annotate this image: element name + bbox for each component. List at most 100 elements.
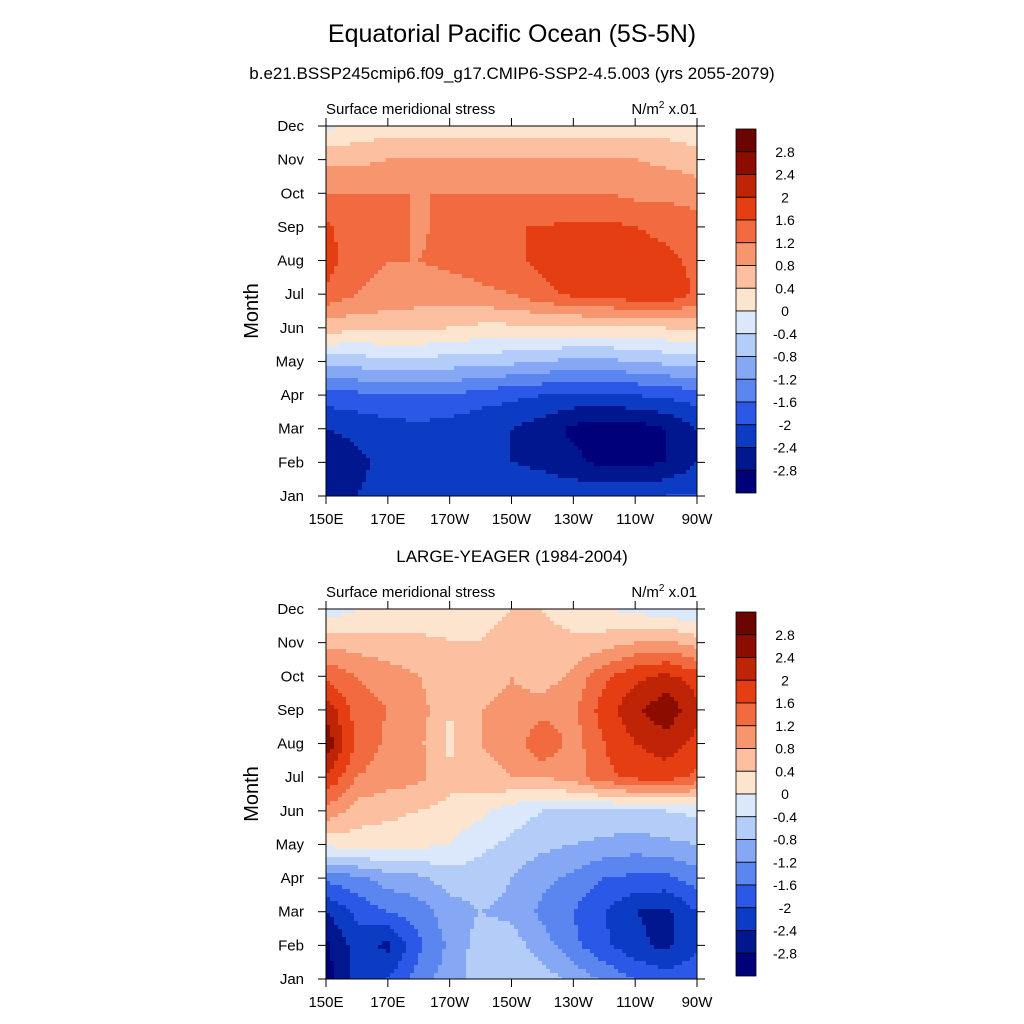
- contour-cell: [526, 178, 531, 183]
- contour-cell: [662, 326, 667, 331]
- contour-cell: [462, 190, 467, 195]
- contour-cell: [594, 250, 599, 255]
- contour-cell: [570, 134, 575, 139]
- contour-cell: [646, 314, 651, 319]
- contour-cell: [554, 158, 559, 163]
- contour-cell: [490, 158, 495, 163]
- contour-cell: [510, 222, 515, 227]
- contour-cell: [518, 330, 523, 335]
- contour-cell: [442, 186, 447, 191]
- contour-cell: [682, 250, 687, 255]
- contour-cell: [562, 174, 567, 179]
- contour-cell: [486, 190, 491, 195]
- contour-cell: [426, 186, 431, 191]
- contour-cell: [602, 222, 607, 227]
- contour-cell: [634, 202, 639, 207]
- contour-cell: [458, 326, 463, 331]
- contour-cell: [490, 166, 495, 171]
- contour-cell: [526, 314, 531, 319]
- contour-cell: [654, 270, 659, 275]
- contour-cell: [430, 162, 435, 167]
- contour-cell: [570, 186, 575, 191]
- contour-cell: [518, 338, 523, 343]
- contour-cell: [450, 270, 455, 275]
- contour-cell: [338, 322, 343, 327]
- contour-cell: [534, 178, 539, 183]
- contour-cell: [454, 306, 459, 311]
- contour-cell: [450, 330, 455, 335]
- contour-cell: [626, 178, 631, 183]
- contour-cell: [378, 222, 383, 227]
- contour-cell: [498, 130, 503, 135]
- contour-cell: [558, 278, 563, 283]
- contour-cell: [334, 290, 339, 295]
- contour-cell: [566, 214, 571, 219]
- contour-cell: [534, 166, 539, 171]
- contour-cell: [526, 226, 531, 231]
- contour-cell: [422, 246, 427, 251]
- contour-cell: [554, 210, 559, 215]
- contour-cell: [390, 294, 395, 299]
- contour-cell: [546, 134, 551, 139]
- contour-cell: [522, 154, 527, 159]
- contour-cell: [358, 126, 363, 131]
- contour-cell: [374, 182, 379, 187]
- contour-cell: [354, 226, 359, 231]
- contour-cell: [358, 250, 363, 255]
- contour-cell: [446, 222, 451, 227]
- contour-cell: [470, 222, 475, 227]
- contour-cell: [454, 230, 459, 235]
- contour-cell: [518, 198, 523, 203]
- contour-cell: [682, 206, 687, 211]
- contour-cell: [586, 126, 591, 131]
- contour-cell: [470, 146, 475, 151]
- contour-cell: [458, 146, 463, 151]
- contour-cell: [362, 314, 367, 319]
- contour-cell: [550, 166, 555, 171]
- contour-cell: [390, 310, 395, 315]
- contour-cell: [338, 326, 343, 331]
- contour-cell: [414, 134, 419, 139]
- contour-cell: [666, 262, 671, 267]
- contour-cell: [362, 286, 367, 291]
- contour-cell: [370, 294, 375, 299]
- contour-cell: [550, 154, 555, 159]
- contour-cell: [458, 254, 463, 259]
- contour-cell: [522, 290, 527, 295]
- contour-cell: [522, 278, 527, 283]
- contour-cell: [494, 182, 499, 187]
- contour-cell: [598, 146, 603, 151]
- contour-cell: [410, 198, 415, 203]
- contour-cell: [662, 290, 667, 295]
- contour-cell: [466, 330, 471, 335]
- contour-cell: [346, 306, 351, 311]
- contour-cell: [478, 330, 483, 335]
- contour-cell: [486, 126, 491, 131]
- contour-cell: [410, 162, 415, 167]
- contour-cell: [394, 262, 399, 267]
- contour-cell: [414, 158, 419, 163]
- contour-cell: [358, 262, 363, 267]
- contour-cell: [334, 286, 339, 291]
- contour-cell: [602, 318, 607, 323]
- contour-cell: [538, 234, 543, 239]
- contour-cell: [394, 182, 399, 187]
- contour-cell: [558, 298, 563, 303]
- contour-cell: [458, 134, 463, 139]
- contour-cell: [446, 146, 451, 151]
- contour-cell: [358, 194, 363, 199]
- contour-cell: [486, 182, 491, 187]
- contour-cell: [478, 294, 483, 299]
- contour-cell: [682, 330, 687, 335]
- contour-cell: [686, 226, 691, 231]
- contour-cell: [330, 330, 335, 335]
- contour-cell: [454, 338, 459, 343]
- contour-cell: [662, 306, 667, 311]
- contour-cell: [370, 194, 375, 199]
- contour-cell: [454, 150, 459, 155]
- contour-cell: [490, 174, 495, 179]
- contour-cell: [410, 190, 415, 195]
- contour-cell: [530, 334, 535, 339]
- contour-cell: [650, 310, 655, 315]
- contour-cell: [686, 254, 691, 259]
